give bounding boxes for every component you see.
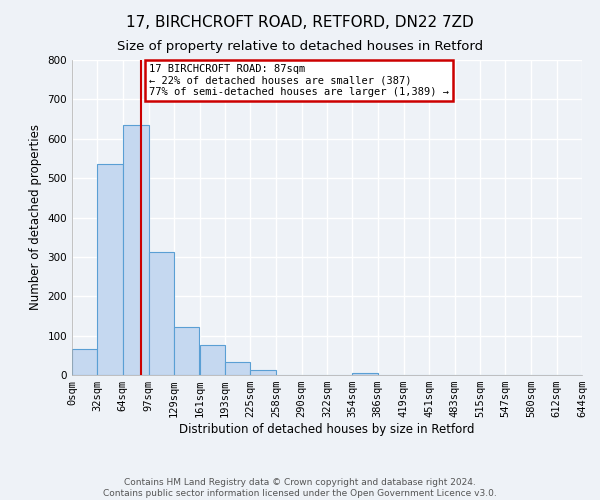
Text: 17 BIRCHCROFT ROAD: 87sqm
← 22% of detached houses are smaller (387)
77% of semi: 17 BIRCHCROFT ROAD: 87sqm ← 22% of detac…: [149, 64, 449, 97]
Bar: [122, 125, 149, 375]
Bar: [225, 362, 250, 375]
X-axis label: Distribution of detached houses by size in Retford: Distribution of detached houses by size …: [179, 423, 475, 436]
Y-axis label: Number of detached properties: Number of detached properties: [29, 124, 42, 310]
Bar: [174, 327, 199, 375]
Text: 17, BIRCHCROFT ROAD, RETFORD, DN22 7ZD: 17, BIRCHCROFT ROAD, RETFORD, DN22 7ZD: [126, 15, 474, 30]
Bar: [352, 373, 377, 375]
Text: Size of property relative to detached houses in Retford: Size of property relative to detached ho…: [117, 40, 483, 53]
Bar: [199, 344, 225, 375]
Bar: [250, 370, 277, 375]
Bar: [72, 350, 97, 375]
Bar: [149, 252, 174, 375]
Text: Contains HM Land Registry data © Crown copyright and database right 2024.
Contai: Contains HM Land Registry data © Crown c…: [103, 478, 497, 498]
Bar: [97, 164, 122, 375]
